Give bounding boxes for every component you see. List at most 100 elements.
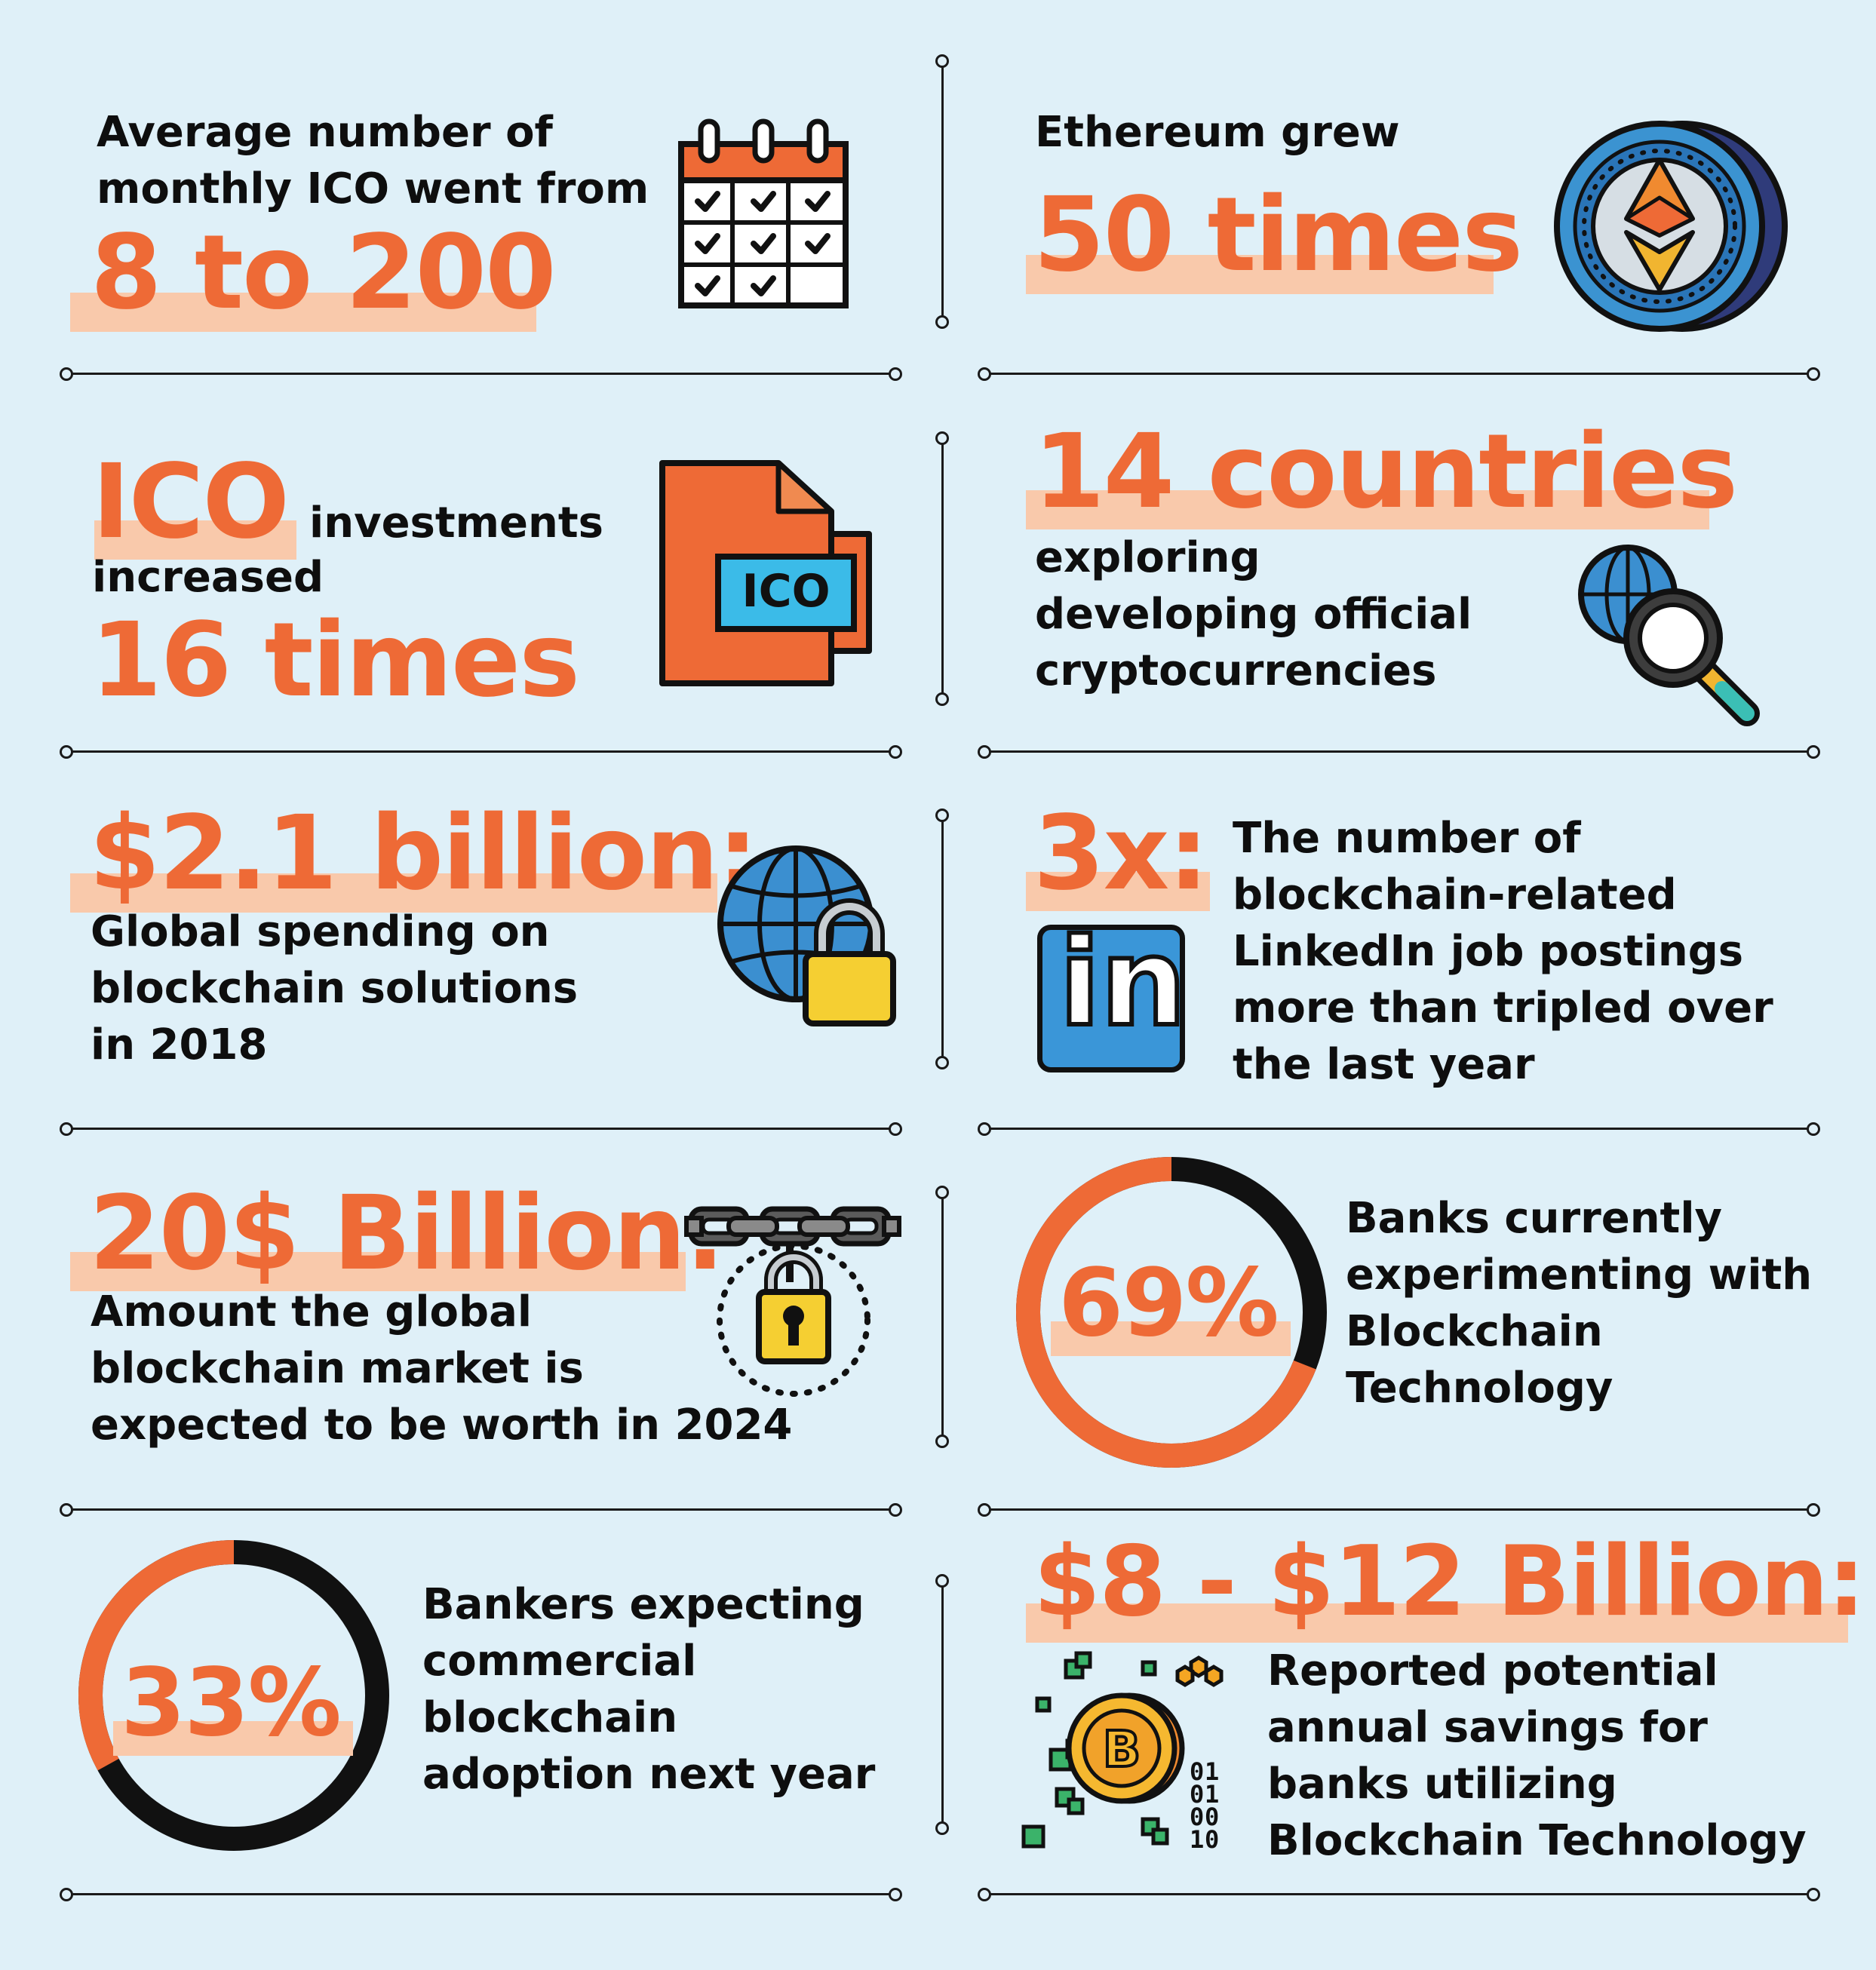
ico-document-icon: ICO — [659, 460, 872, 686]
divider-dot — [935, 1186, 949, 1199]
divider-dot — [889, 1888, 902, 1901]
big-number: 14 countries — [1033, 413, 1738, 532]
big-number: 50 times — [1033, 176, 1523, 295]
divider — [66, 1893, 895, 1895]
globe-search-icon — [1578, 545, 1760, 726]
binary-digit: 0 — [1205, 1825, 1219, 1854]
highlight-bar — [1051, 1321, 1291, 1356]
divider-dot — [60, 745, 73, 759]
binary-digit: 0 — [1205, 1803, 1219, 1831]
divider-dot — [889, 745, 902, 759]
divider — [984, 1128, 1813, 1130]
divider — [984, 373, 1813, 375]
highlight-bar — [1026, 490, 1709, 529]
percent-ring-33 — [78, 1540, 389, 1851]
divider-dot — [889, 1503, 902, 1517]
card-text: increased — [92, 553, 324, 602]
ethereum-coin-icon — [1554, 121, 1788, 332]
divider-dot — [935, 431, 949, 445]
divider-dot — [1807, 1122, 1820, 1136]
divider-dot — [935, 54, 949, 68]
card-text: exploring developing official cryptocurr… — [1035, 533, 1472, 695]
big-number: $2.1 billion: — [89, 794, 758, 913]
divider — [984, 1893, 1813, 1895]
binary-digit: 0 — [1190, 1757, 1204, 1786]
binary-digit: 1 — [1205, 1757, 1219, 1786]
divider — [66, 1508, 895, 1511]
divider-dot — [1807, 1888, 1820, 1901]
card-text: Ethereum grew — [1035, 108, 1400, 157]
vertical-divider — [941, 815, 944, 1062]
divider-dot — [935, 315, 949, 329]
divider-dot — [60, 367, 73, 381]
binary-digit: 1 — [1205, 1780, 1219, 1809]
card-text: Amount the global blockchain market is e… — [91, 1287, 793, 1450]
divider-dot — [935, 809, 949, 822]
percent-label: 69% — [1058, 1249, 1279, 1358]
highlight-bar — [1026, 872, 1210, 911]
highlight-bar — [70, 1252, 686, 1291]
big-number: 8 to 200 — [91, 213, 557, 333]
divider-dot — [978, 1503, 991, 1517]
card-text: The number of blockchain-related LinkedI… — [1233, 814, 1773, 1089]
big-number: $8 - $12 Billion: — [1033, 1526, 1865, 1638]
divider-dot — [1807, 745, 1820, 759]
divider-dot — [978, 1122, 991, 1136]
card-text: Average number of monthly ICO went from — [97, 108, 649, 213]
highlight-bar — [1026, 255, 1494, 294]
ring-value-arc — [78, 1540, 389, 1851]
divider-dot — [935, 1574, 949, 1588]
calendar-checklist-icon — [678, 118, 849, 308]
highlight-bar — [70, 293, 536, 332]
divider-dot — [889, 367, 902, 381]
ico-label: ICO — [741, 565, 830, 618]
divider-dot — [978, 1888, 991, 1901]
vertical-divider — [941, 437, 944, 698]
divider-dot — [935, 1435, 949, 1448]
divider — [66, 373, 895, 375]
card-text: Bankers expecting commercial blockchain … — [422, 1580, 876, 1799]
vertical-divider — [941, 1580, 944, 1827]
card-text: Global spending on blockchain solutions … — [91, 907, 579, 1069]
divider-dot — [935, 1821, 949, 1835]
divider — [984, 750, 1813, 753]
divider-dot — [60, 1888, 73, 1901]
vertical-divider — [941, 1192, 944, 1441]
globe-lock-icon — [717, 845, 896, 1026]
divider — [66, 1128, 895, 1130]
divider-dot — [60, 1503, 73, 1517]
binary-digit: 0 — [1190, 1780, 1204, 1809]
linkedin-logo-text: in — [1057, 912, 1189, 1053]
highlight-bar — [70, 873, 717, 913]
ring-value-arc — [1016, 1157, 1327, 1468]
big-number: 3x: — [1033, 794, 1209, 913]
divider-dot — [889, 1122, 902, 1136]
percent-label: 33% — [121, 1649, 342, 1757]
card-text: Reported potential annual savings for ba… — [1267, 1646, 1807, 1865]
divider-dot — [935, 1056, 949, 1069]
divider-dot — [1807, 1503, 1820, 1517]
big-word: ICO — [92, 443, 290, 562]
divider — [66, 750, 895, 753]
bitcoin-digital-icon: B 0 1 0 1 0 0 1 0 — [1021, 1651, 1224, 1854]
divider-dot — [935, 692, 949, 706]
divider — [984, 1508, 1813, 1511]
linkedin-icon: in — [1037, 912, 1189, 1072]
highlight-bar — [1026, 1603, 1848, 1643]
bitcoin-symbol: B — [1103, 1720, 1141, 1778]
card-text: Banks currently experimenting with Block… — [1346, 1194, 1813, 1413]
divider-dot — [978, 367, 991, 381]
big-number: 20$ Billion: — [89, 1174, 726, 1293]
card-text: investments — [309, 499, 603, 548]
binary-digit: 1 — [1190, 1825, 1204, 1854]
highlight-bar — [113, 1721, 353, 1756]
highlight-bar — [94, 520, 296, 560]
divider-dot — [60, 1122, 73, 1136]
vertical-divider — [941, 60, 944, 321]
binary-digit: 0 — [1190, 1803, 1204, 1831]
percent-ring-69 — [1016, 1157, 1327, 1468]
divider-dot — [978, 745, 991, 759]
chain-padlock-icon — [684, 1206, 901, 1397]
divider-dot — [1807, 367, 1820, 381]
big-number: 16 times — [91, 601, 580, 720]
